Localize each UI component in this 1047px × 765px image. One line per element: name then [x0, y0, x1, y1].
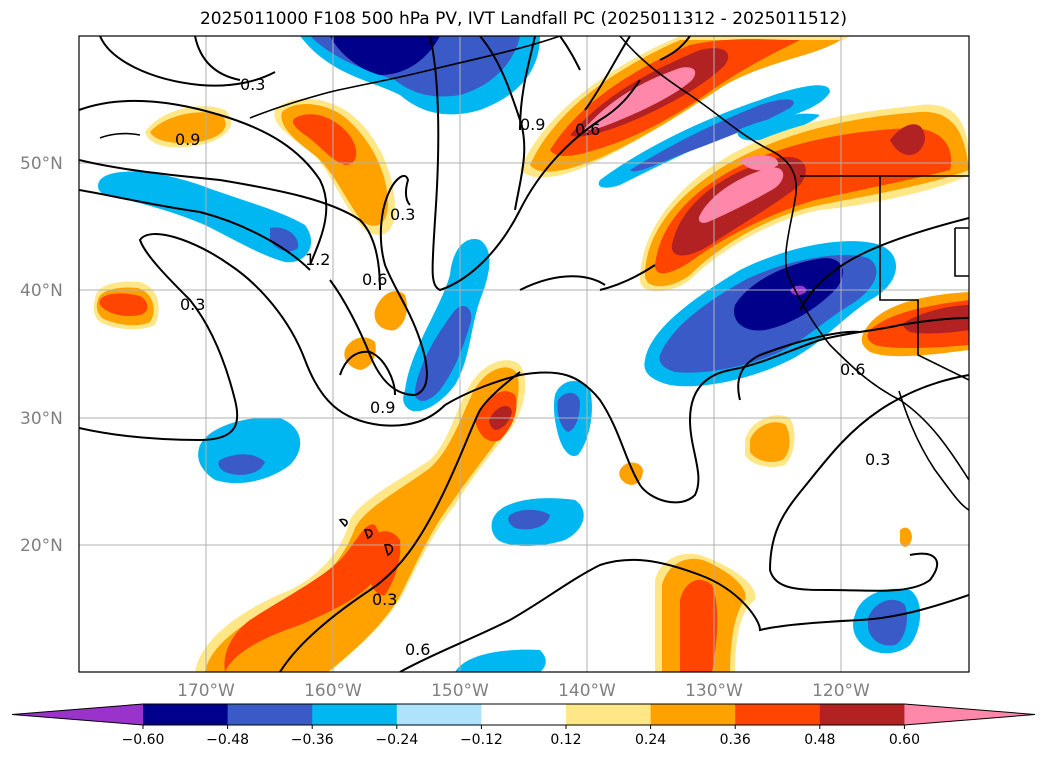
contour-label: 0.3: [390, 205, 415, 224]
longitude-labels: 170°W 160°W 150°W 140°W 130°W 120°W: [177, 681, 870, 701]
contour-label: 0.6: [575, 120, 600, 139]
lat-label: 40°N: [20, 281, 63, 301]
colorbar-tick-label: 0.60: [889, 732, 920, 748]
colorbar-segment: [819, 704, 905, 725]
coastlines: [99, 36, 969, 557]
colorbar-tick-label: −0.36: [291, 732, 334, 748]
colorbar-segment: [227, 704, 313, 725]
lat-label: 50°N: [20, 154, 63, 174]
colorbar: −0.60 −0.48 −0.36 −0.24 −0.12 0.12 0.24 0.36 0.4…: [11, 703, 1036, 748]
colorbar-tick-label: 0.36: [720, 732, 751, 748]
lon-label: 140°W: [558, 681, 616, 701]
pv-negative-southeast: [455, 588, 921, 672]
colorbar-tick-label: −0.60: [122, 732, 165, 748]
pv-positive-northwest: [93, 98, 407, 370]
lon-label: 130°W: [685, 681, 743, 701]
contour-label-group: 0.3 0.9 0.3 1.2 0.6 0.3 0.9 0.9 0.6 0.3 …: [175, 75, 890, 659]
lon-label: 160°W: [304, 681, 362, 701]
lon-label: 150°W: [431, 681, 489, 701]
contour-label: 0.3: [372, 590, 397, 609]
pv-negative-top-center: [300, 36, 540, 115]
contour-label: 0.3: [180, 295, 205, 314]
colorbar-segment: [735, 704, 821, 725]
pv-positive-pacific-nw: [640, 104, 969, 292]
colorbar-extend-high: [904, 704, 1035, 725]
colorbar-tick-label: 0.24: [635, 732, 666, 748]
pv-negative-central-plume: [403, 239, 592, 546]
colorbar-tick-label: 0.12: [550, 732, 581, 748]
colorbar-segment: [143, 704, 229, 725]
shaded-fields: [93, 36, 969, 672]
lat-label: 20°N: [20, 536, 63, 556]
lon-label: 170°W: [177, 681, 235, 701]
colorbar-segment: [650, 704, 736, 725]
colorbar-tick-label: −0.48: [206, 732, 249, 748]
contour-label: 1.2: [305, 250, 330, 269]
contour-label: 0.9: [370, 398, 395, 417]
lat-label: 30°N: [20, 409, 63, 429]
contour-lines: [79, 36, 969, 672]
map-title: 2025011000 F108 500 hPa PV, IVT Landfall…: [199, 9, 847, 29]
colorbar-segment: [312, 704, 398, 725]
colorbar-extend-low: [12, 704, 143, 725]
contour-label: 0.6: [840, 360, 865, 379]
colorbar-segment: [396, 704, 482, 725]
map-frame: [78, 35, 970, 673]
contour-label: 0.6: [405, 640, 430, 659]
colorbar-tick-label: −0.12: [460, 732, 503, 748]
lon-label: 120°W: [812, 681, 870, 701]
contour-label: 0.9: [175, 130, 200, 149]
contour-label: 0.3: [240, 75, 265, 94]
contour-label: 0.3: [865, 450, 890, 469]
colorbar-tick-label: 0.48: [804, 732, 835, 748]
colorbar-segment: [566, 704, 652, 725]
contour-label: 0.6: [362, 270, 387, 289]
colorbar-segment: [481, 704, 567, 725]
colorbar-tick-label: −0.24: [375, 732, 418, 748]
pv-positive-alaska: [520, 36, 850, 178]
latitude-labels: 50°N 40°N 30°N 20°N: [20, 154, 63, 556]
contour-label: 0.9: [520, 115, 545, 134]
